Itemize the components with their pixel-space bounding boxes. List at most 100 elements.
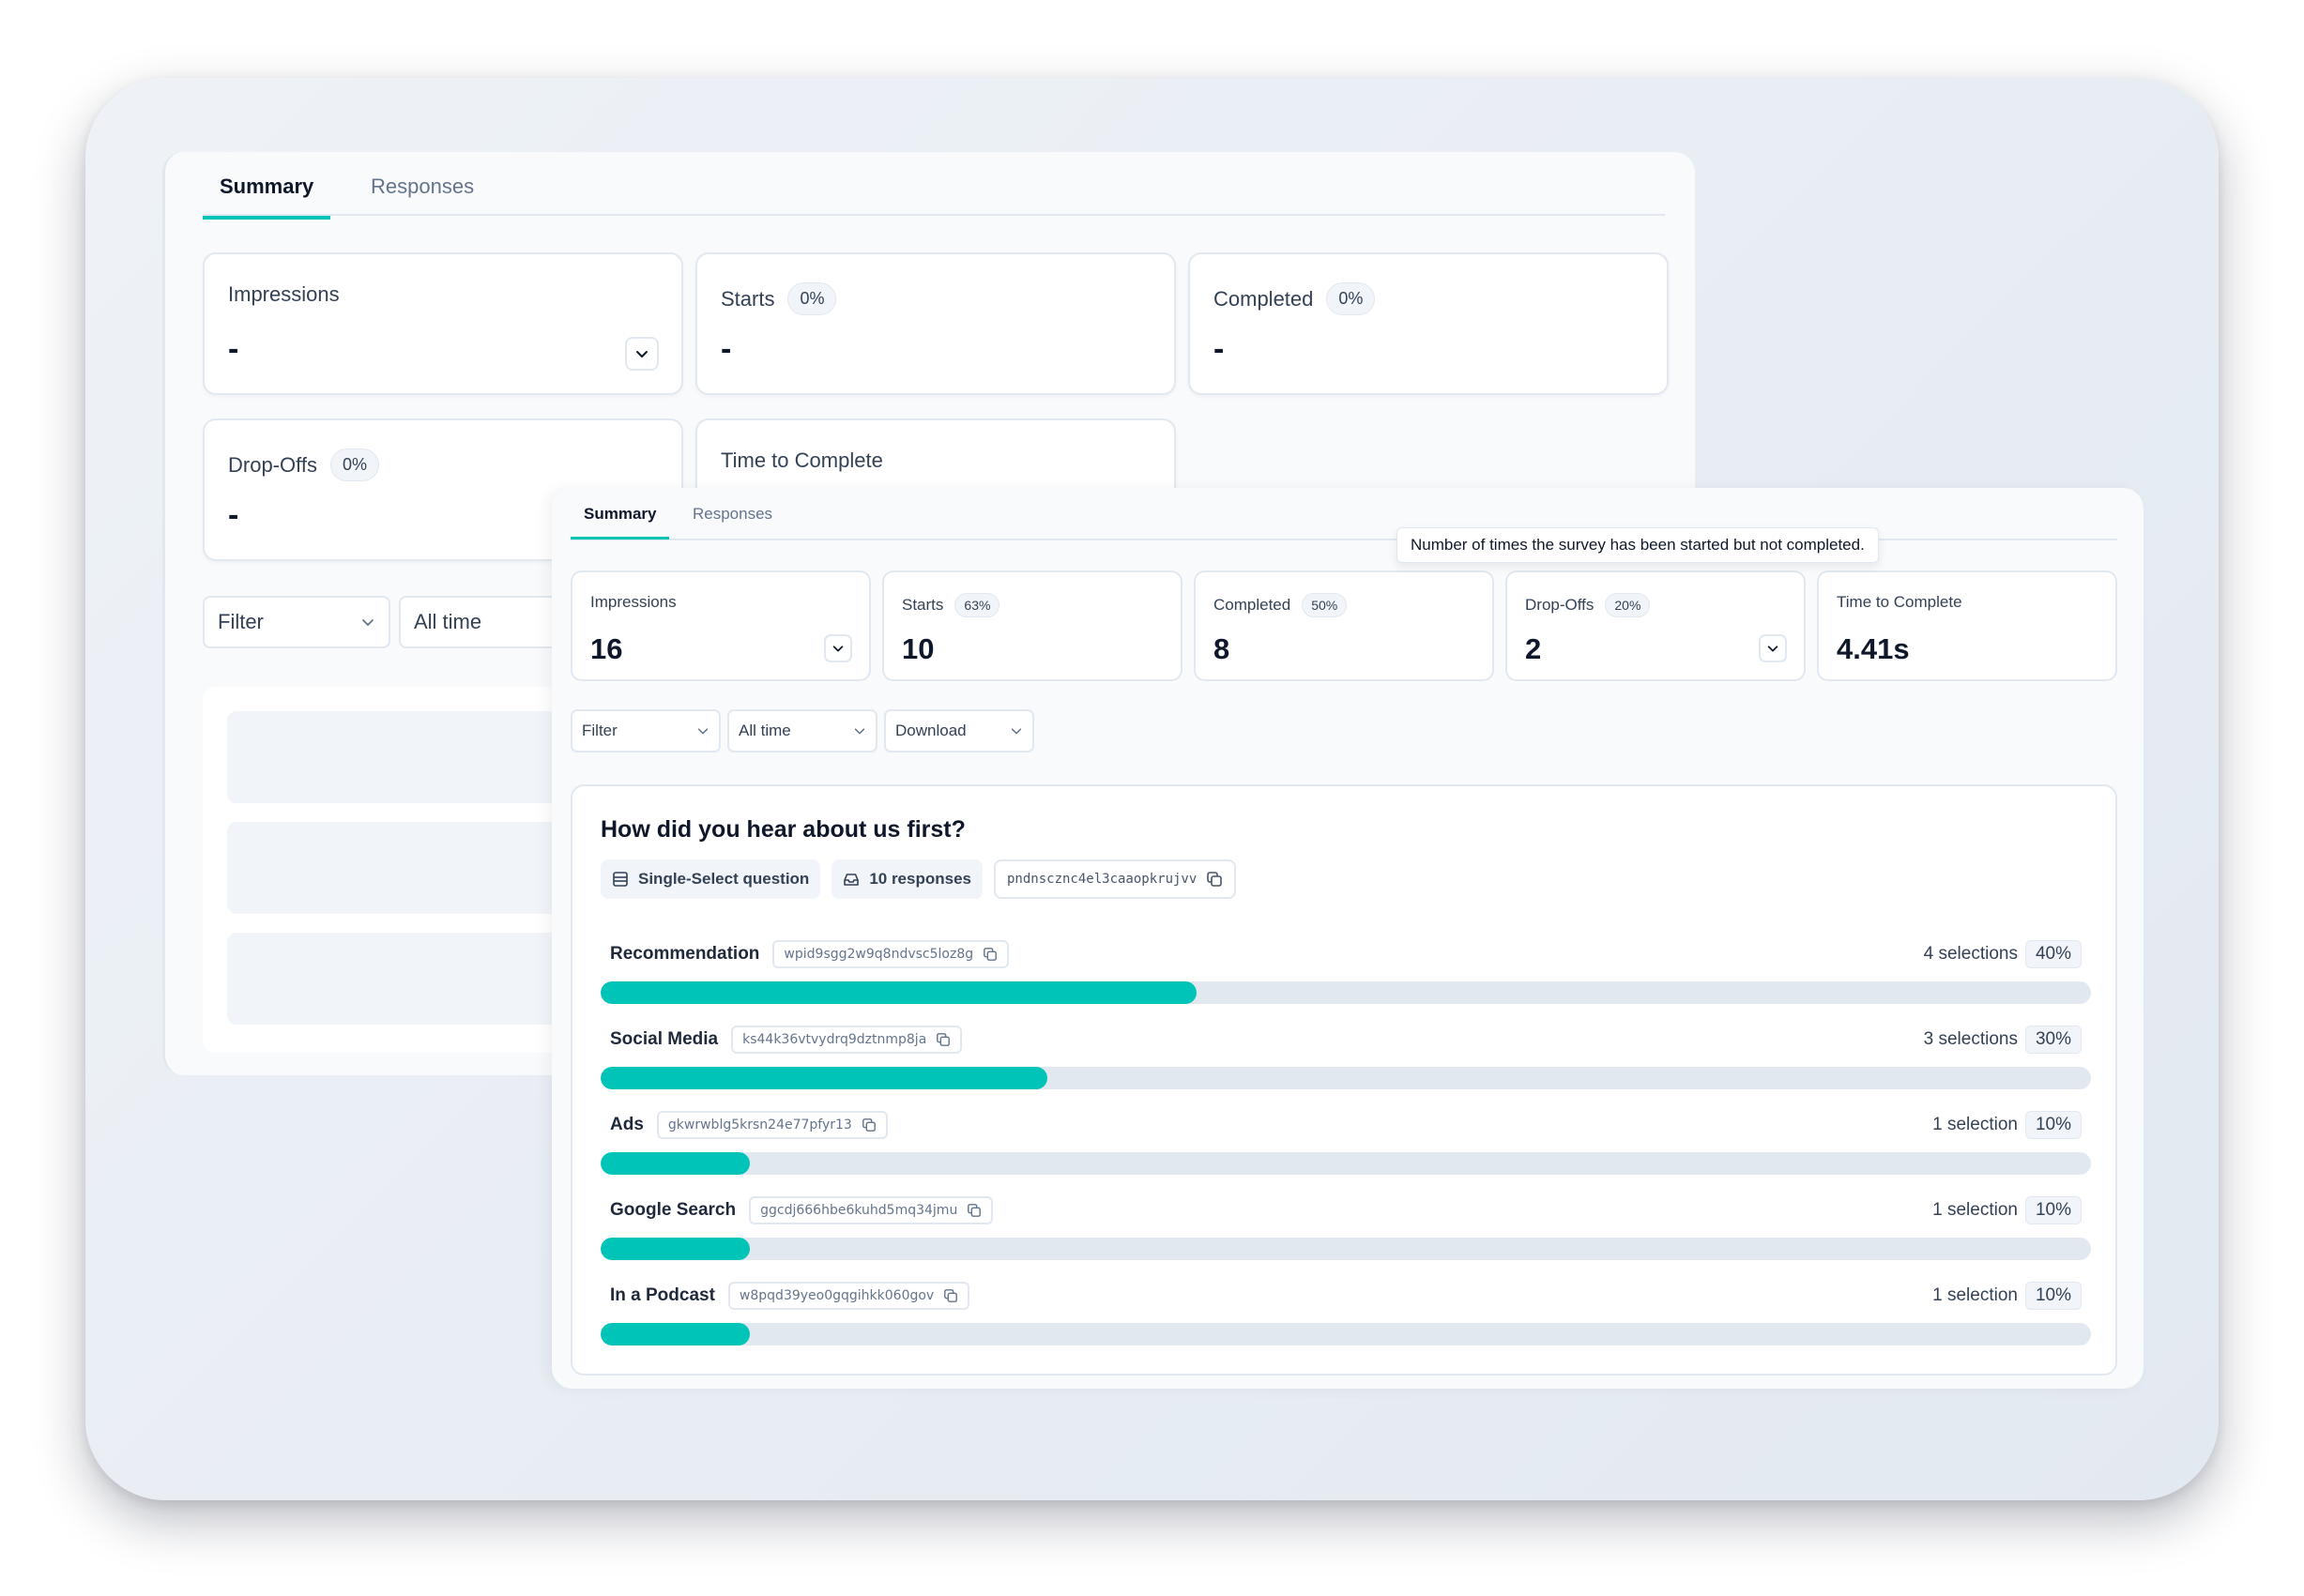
option-id: ks44k36vtvydrq9dztnmp8ja — [742, 1032, 927, 1047]
question-type-chip: Single-Select question — [601, 859, 821, 899]
answer-option-row: In a Podcast w8pqd39yeo0gqgihkk060gov 1 se… — [601, 1280, 2091, 1366]
stat-label: Drop-Offs — [228, 452, 317, 477]
option-progress-track — [601, 1152, 2091, 1175]
expand-button[interactable] — [625, 337, 659, 371]
list-icon — [613, 872, 628, 887]
option-progress-track — [601, 1323, 2091, 1345]
option-selections: 1 selection — [1932, 1200, 2018, 1220]
answer-option-row: Ads gkwrwblg5krsn24e77pfyr13 1 selection 10… — [601, 1109, 2091, 1195]
stat-value: - — [721, 331, 732, 367]
back-tab-responses[interactable]: Responses — [371, 175, 475, 198]
stat-label: Impressions — [590, 593, 677, 611]
responses-count-chip: 10 responses — [832, 859, 983, 899]
question-summary-card: How did you hear about us first? Single-… — [571, 784, 2117, 1376]
select-label: Filter — [218, 610, 264, 633]
option-label: Recommendation — [610, 944, 760, 964]
back-tabs: Summary Responses — [203, 152, 1665, 220]
front-dropoffs-card[interactable]: Drop-Offs 20% 2 — [1505, 570, 1806, 681]
option-percent: 10% — [2024, 1111, 2082, 1139]
option-label: In a Podcast — [610, 1285, 715, 1305]
back-filter-select[interactable]: Filter — [203, 596, 390, 648]
chevron-down-icon — [362, 619, 374, 626]
front-tab-responses[interactable]: Responses — [693, 505, 773, 523]
option-progress-track — [601, 981, 2091, 1004]
question-type-label: Single-Select question — [638, 870, 810, 888]
stat-value: 4.41s — [1837, 632, 1910, 665]
option-percent: 10% — [2024, 1282, 2082, 1310]
front-time-select[interactable]: All time — [727, 709, 877, 752]
back-tab-summary[interactable]: Summary — [203, 175, 331, 220]
option-count: 1 selection 10% — [1932, 1111, 2082, 1139]
expand-button[interactable] — [1759, 634, 1787, 662]
stat-value: 10 — [902, 632, 935, 665]
stat-value: - — [1213, 331, 1225, 367]
option-label: Google Search — [610, 1200, 737, 1220]
copy-icon[interactable] — [943, 1288, 958, 1303]
stat-label: Drop-Offs — [1525, 596, 1594, 614]
option-percent: 30% — [2024, 1026, 2082, 1054]
stat-label: Time to Complete — [1837, 593, 1962, 611]
stat-label: Starts — [721, 286, 775, 311]
chevron-down-icon — [1011, 728, 1022, 735]
expand-button[interactable] — [824, 634, 852, 662]
stat-label: Completed — [1213, 596, 1291, 614]
back-completed-card[interactable]: Completed 0% - — [1188, 252, 1669, 395]
stat-value: 8 — [1213, 632, 1230, 665]
option-percent: 10% — [2024, 1196, 2082, 1224]
back-starts-card[interactable]: Starts 0% - — [695, 252, 1176, 395]
stat-badge: 50% — [1302, 593, 1348, 617]
option-count: 3 selections 30% — [1924, 1026, 2082, 1054]
inbox-icon — [844, 874, 860, 886]
front-tabs: Summary Responses — [571, 488, 2117, 540]
copy-icon[interactable] — [936, 1032, 951, 1047]
option-id-chip[interactable]: w8pqd39yeo0gqgihkk060gov — [727, 1282, 970, 1310]
dropoffs-tooltip: Number of times the survey has been star… — [1396, 527, 1879, 563]
option-selections: 3 selections — [1923, 1029, 2018, 1049]
stat-badge: 20% — [1605, 593, 1651, 617]
front-download-select[interactable]: Download — [884, 709, 1034, 752]
option-name: Recommendation wpid9sgg2w9q8ndvsc5loz8g — [610, 940, 1010, 968]
question-id: pndnscznc4el3caaopkrujvv — [1007, 872, 1198, 887]
responses-count-label: 10 responses — [869, 870, 971, 888]
option-count: 1 selection 10% — [1932, 1282, 2082, 1310]
front-time-card[interactable]: Time to Complete 4.41s — [1817, 570, 2117, 681]
option-progress-fill — [601, 1152, 750, 1175]
option-progress-track — [601, 1067, 2091, 1089]
option-id: w8pqd39yeo0gqgihkk060gov — [739, 1288, 935, 1303]
option-name: In a Podcast w8pqd39yeo0gqgihkk060gov — [610, 1282, 970, 1310]
stat-value: 16 — [590, 632, 623, 665]
front-impressions-card[interactable]: Impressions 16 — [571, 570, 871, 681]
copy-icon[interactable] — [983, 947, 998, 962]
select-label: All time — [414, 610, 482, 633]
copy-icon[interactable] — [862, 1117, 877, 1132]
front-summary-panel: Summary Responses Number of times the su… — [552, 488, 2144, 1389]
front-tab-summary[interactable]: Summary — [571, 505, 670, 540]
back-impressions-card[interactable]: Impressions - — [203, 252, 683, 395]
option-progress-fill — [601, 1067, 1048, 1089]
copy-icon[interactable] — [967, 1203, 982, 1218]
stat-label: Completed — [1213, 286, 1314, 311]
chevron-down-icon — [697, 728, 709, 735]
option-id-chip[interactable]: gkwrwblg5krsn24e77pfyr13 — [656, 1111, 888, 1139]
question-id-chip[interactable]: pndnscznc4el3caaopkrujvv — [994, 859, 1237, 899]
front-completed-card[interactable]: Completed 50% 8 — [1194, 570, 1494, 681]
copy-icon[interactable] — [1206, 871, 1223, 888]
option-label: Social Media — [610, 1029, 719, 1049]
front-filter-select[interactable]: Filter — [571, 709, 721, 752]
answer-option-row: Social Media ks44k36vtvydrq9dztnmp8ja 3 se… — [601, 1024, 2091, 1110]
option-id-chip[interactable]: ks44k36vtvydrq9dztnmp8ja — [731, 1026, 963, 1054]
front-starts-card[interactable]: Starts 63% 10 — [882, 570, 1183, 681]
chevron-down-icon — [1767, 646, 1778, 652]
stat-badge: 0% — [1326, 282, 1376, 315]
stat-badge: 0% — [787, 282, 837, 315]
stat-badge: 0% — [329, 448, 379, 481]
stat-label: Starts — [902, 596, 944, 614]
option-id-chip[interactable]: wpid9sgg2w9q8ndvsc5loz8g — [772, 940, 1010, 968]
option-name: Google Search ggcdj666hbe6kuhd5mq34jmu — [610, 1196, 994, 1224]
option-progress-track — [601, 1238, 2091, 1260]
option-id-chip[interactable]: ggcdj666hbe6kuhd5mq34jmu — [749, 1196, 994, 1224]
question-meta: Single-Select question 10 responses pndn… — [601, 859, 1237, 899]
option-label: Ads — [610, 1115, 644, 1134]
answer-option-row: Recommendation wpid9sgg2w9q8ndvsc5loz8g 4 … — [601, 938, 2091, 1025]
chevron-down-icon — [636, 351, 648, 357]
